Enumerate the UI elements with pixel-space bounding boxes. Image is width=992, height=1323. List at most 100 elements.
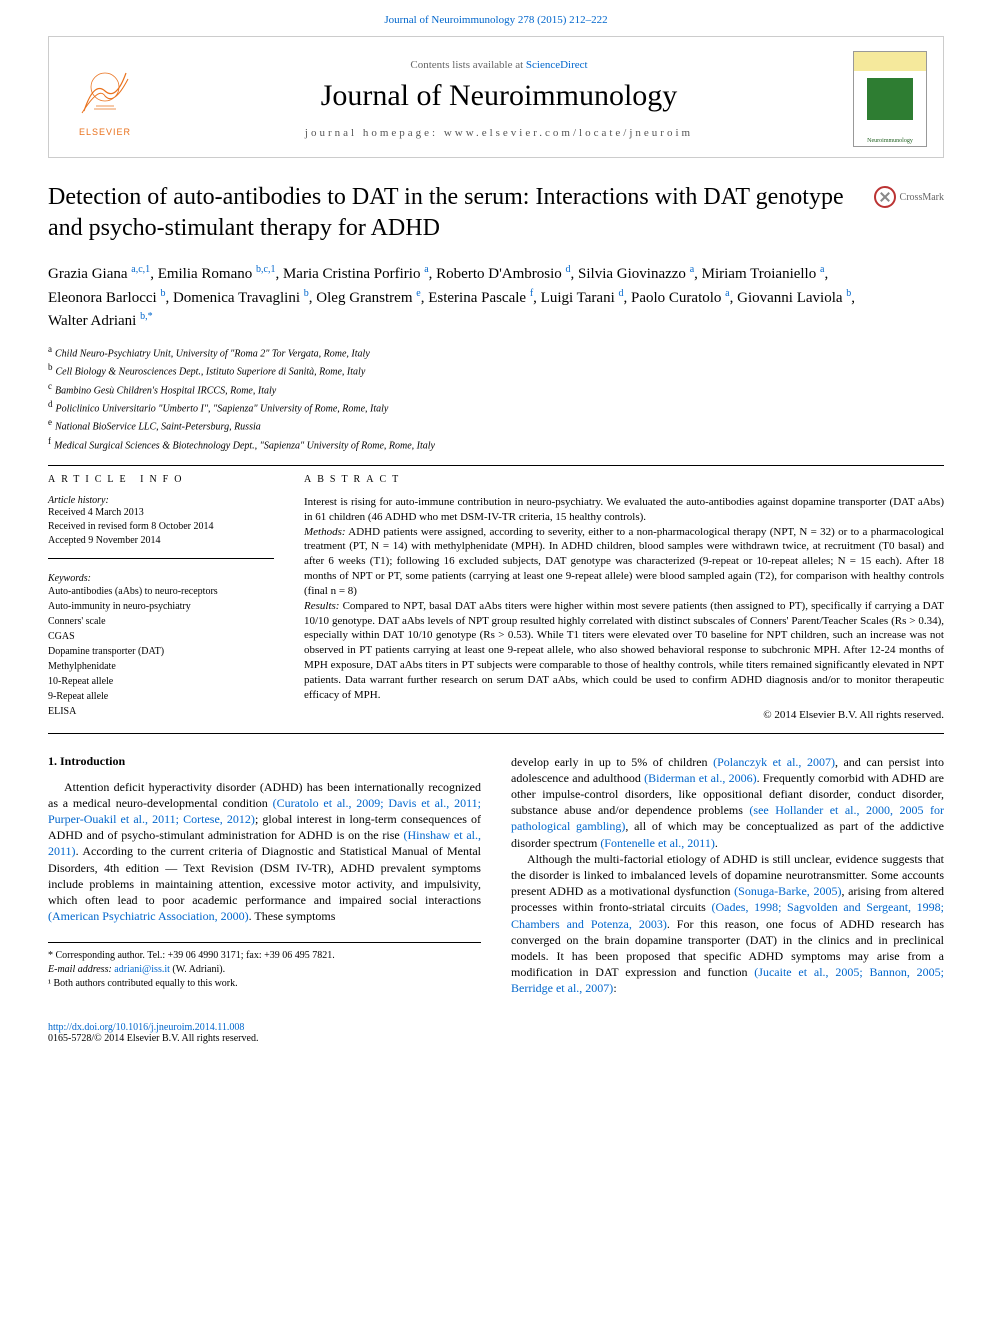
abstract-text: Interest is rising for auto-immune contr… [304,495,944,703]
author: Giovanni Laviola b [737,290,851,306]
abstract-copyright: © 2014 Elsevier B.V. All rights reserved… [304,709,944,721]
body-paragraph: develop early in up to 5% of children (P… [511,754,944,851]
author-affiliation-sup: a,c,1 [131,264,150,275]
author-affiliation-sup: b [160,288,165,299]
equal-contribution-note: ¹ Both authors contributed equally to th… [48,977,481,991]
affiliation-line: dPoliclinico Universitario "Umberto I", … [48,398,944,416]
journal-title: Journal of Neuroimmunology [163,79,835,113]
affiliation-line: eNational BioService LLC, Saint-Petersbu… [48,416,944,434]
author-affiliation-sup: a [725,288,729,299]
article-title: Detection of auto-antibodies to DAT in t… [48,182,860,244]
author-affiliation-sup: a [690,264,694,275]
author-list: Grazia Giana a,c,1, Emilia Romano b,c,1,… [48,262,944,333]
author-affiliation-sup: b,* [140,311,153,322]
email-line: E-mail address: adriani@iss.it (W. Adria… [48,963,481,977]
citation-link[interactable]: (Biderman et al., 2006) [644,771,756,785]
contents-prefix: Contents lists available at [410,59,525,71]
citation-link[interactable]: (Curatolo et al., 2009; Davis et al., 20… [48,796,481,826]
keyword-line: 9-Repeat allele [48,689,274,704]
affiliation-line: cBambino Gesù Children's Hospital IRCCS,… [48,380,944,398]
citation-link[interactable]: (see Hollander et al., 2000, 2005 for pa… [511,803,944,833]
author: Esterina Pascale f [428,290,533,306]
body-paragraph: Although the multi-factorial etiology of… [511,851,944,997]
keyword-line: Auto-immunity in neuro-psychiatry [48,599,274,614]
email-link[interactable]: adriani@iss.it [114,964,170,975]
keyword-line: Dopamine transporter (DAT) [48,644,274,659]
sciencedirect-link[interactable]: ScienceDirect [526,59,588,71]
keywords-label: Keywords: [48,573,274,584]
author: Silvia Giovinazzo a [578,266,694,282]
citation-link[interactable]: (Sonuga-Barke, 2005) [734,884,841,898]
contents-list-line: Contents lists available at ScienceDirec… [163,59,835,71]
cover-caption: Neuroimmunology [854,138,926,144]
results-label: Results: [304,600,339,612]
article-info-heading: article info [48,474,274,485]
keyword-line: ELISA [48,704,274,719]
body-columns: 1. Introduction Attention deficit hypera… [48,754,944,997]
keyword-line: Auto-antibodies (aAbs) to neuro-receptor… [48,584,274,599]
author: Domenica Travaglini b [173,290,309,306]
journal-cover-thumbnail: Neuroimmunology [853,51,927,147]
author: Eleonora Barlocci b [48,290,165,306]
email-suffix: (W. Adriani). [170,964,225,975]
elsevier-wordmark: ELSEVIER [79,127,131,137]
author: Grazia Giana a,c,1 [48,266,150,282]
abstract-p3: Compared to NPT, basal DAT aAbs titers w… [304,600,944,701]
homepage-url[interactable]: www.elsevier.com/locate/jneuroim [444,127,693,139]
history-line: Received 4 March 2013 [48,506,274,520]
keyword-line: 10-Repeat allele [48,674,274,689]
author-affiliation-sup: d [566,264,571,275]
journal-citation-link[interactable]: Journal of Neuroimmunology 278 (2015) 21… [0,0,992,36]
citation-link[interactable]: (Jucaite et al., 2005; Bannon, 2005; Ber… [511,965,944,995]
issn-copyright: 0165-5728/© 2014 Elsevier B.V. All right… [48,1033,944,1044]
section-divider [48,733,944,734]
article-info-column: article info Article history: Received 4… [48,474,274,721]
citation-link[interactable]: (Polanczyk et al., 2007) [713,755,835,769]
author: Luigi Tarani d [541,290,624,306]
abstract-p2: ADHD patients were assigned, according t… [304,526,944,597]
author: Paolo Curatolo a [631,290,730,306]
citation-link[interactable]: (Hinshaw et al., 2011) [48,828,481,858]
article-history-block: Article history: Received 4 March 2013Re… [48,495,274,559]
citation-link[interactable]: (Fontenelle et al., 2011) [600,836,715,850]
author-affiliation-sup: d [619,288,624,299]
abstract-p1: Interest is rising for auto-immune contr… [304,496,944,523]
doi-link[interactable]: http://dx.doi.org/10.1016/j.jneuroim.201… [48,1022,944,1033]
author-affiliation-sup: b [304,288,309,299]
history-line: Accepted 9 November 2014 [48,534,274,548]
body-column-right: develop early in up to 5% of children (P… [511,754,944,997]
body-paragraph: Attention deficit hyperactivity disorder… [48,779,481,925]
keyword-line: CGAS [48,629,274,644]
email-label: E-mail address: [48,964,114,975]
affiliation-line: fMedical Surgical Sciences & Biotechnolo… [48,435,944,453]
author: Oleg Granstrem e [316,290,420,306]
author-affiliation-sup: a [820,264,824,275]
author: Emilia Romano b,c,1 [158,266,276,282]
journal-header: ELSEVIER Contents lists available at Sci… [48,36,944,158]
citation-link[interactable]: (American Psychiatric Association, 2000) [48,909,249,923]
author: Roberto D'Ambrosio d [436,266,570,282]
homepage-prefix: journal homepage: [305,127,444,139]
affiliation-line: aChild Neuro-Psychiatry Unit, University… [48,343,944,361]
crossmark-badge[interactable]: CrossMark [874,186,944,208]
history-line: Received in revised form 8 October 2014 [48,520,274,534]
author: Maria Cristina Porfirio a [283,266,429,282]
keyword-line: Conners' scale [48,614,274,629]
affiliation-list: aChild Neuro-Psychiatry Unit, University… [48,343,944,453]
page-footer: http://dx.doi.org/10.1016/j.jneuroim.201… [0,1022,992,1064]
section-divider [48,465,944,466]
author-affiliation-sup: e [416,288,420,299]
crossmark-icon [874,186,896,208]
author: Miriam Troianiello a [702,266,825,282]
elsevier-logo: ELSEVIER [65,55,145,143]
header-center: Contents lists available at ScienceDirec… [163,59,835,139]
author-affiliation-sup: b [846,288,851,299]
body-column-left: 1. Introduction Attention deficit hypera… [48,754,481,997]
author: Walter Adriani b,* [48,313,153,329]
author-affiliation-sup: a [424,264,428,275]
methods-label: Methods: [304,526,346,538]
keywords-block: Keywords: Auto-antibodies (aAbs) to neur… [48,573,274,719]
author-affiliation-sup: b,c,1 [256,264,275,275]
citation-link[interactable]: (Oades, 1998; Sagvolden and Sergeant, 19… [511,900,944,930]
introduction-heading: 1. Introduction [48,754,481,769]
